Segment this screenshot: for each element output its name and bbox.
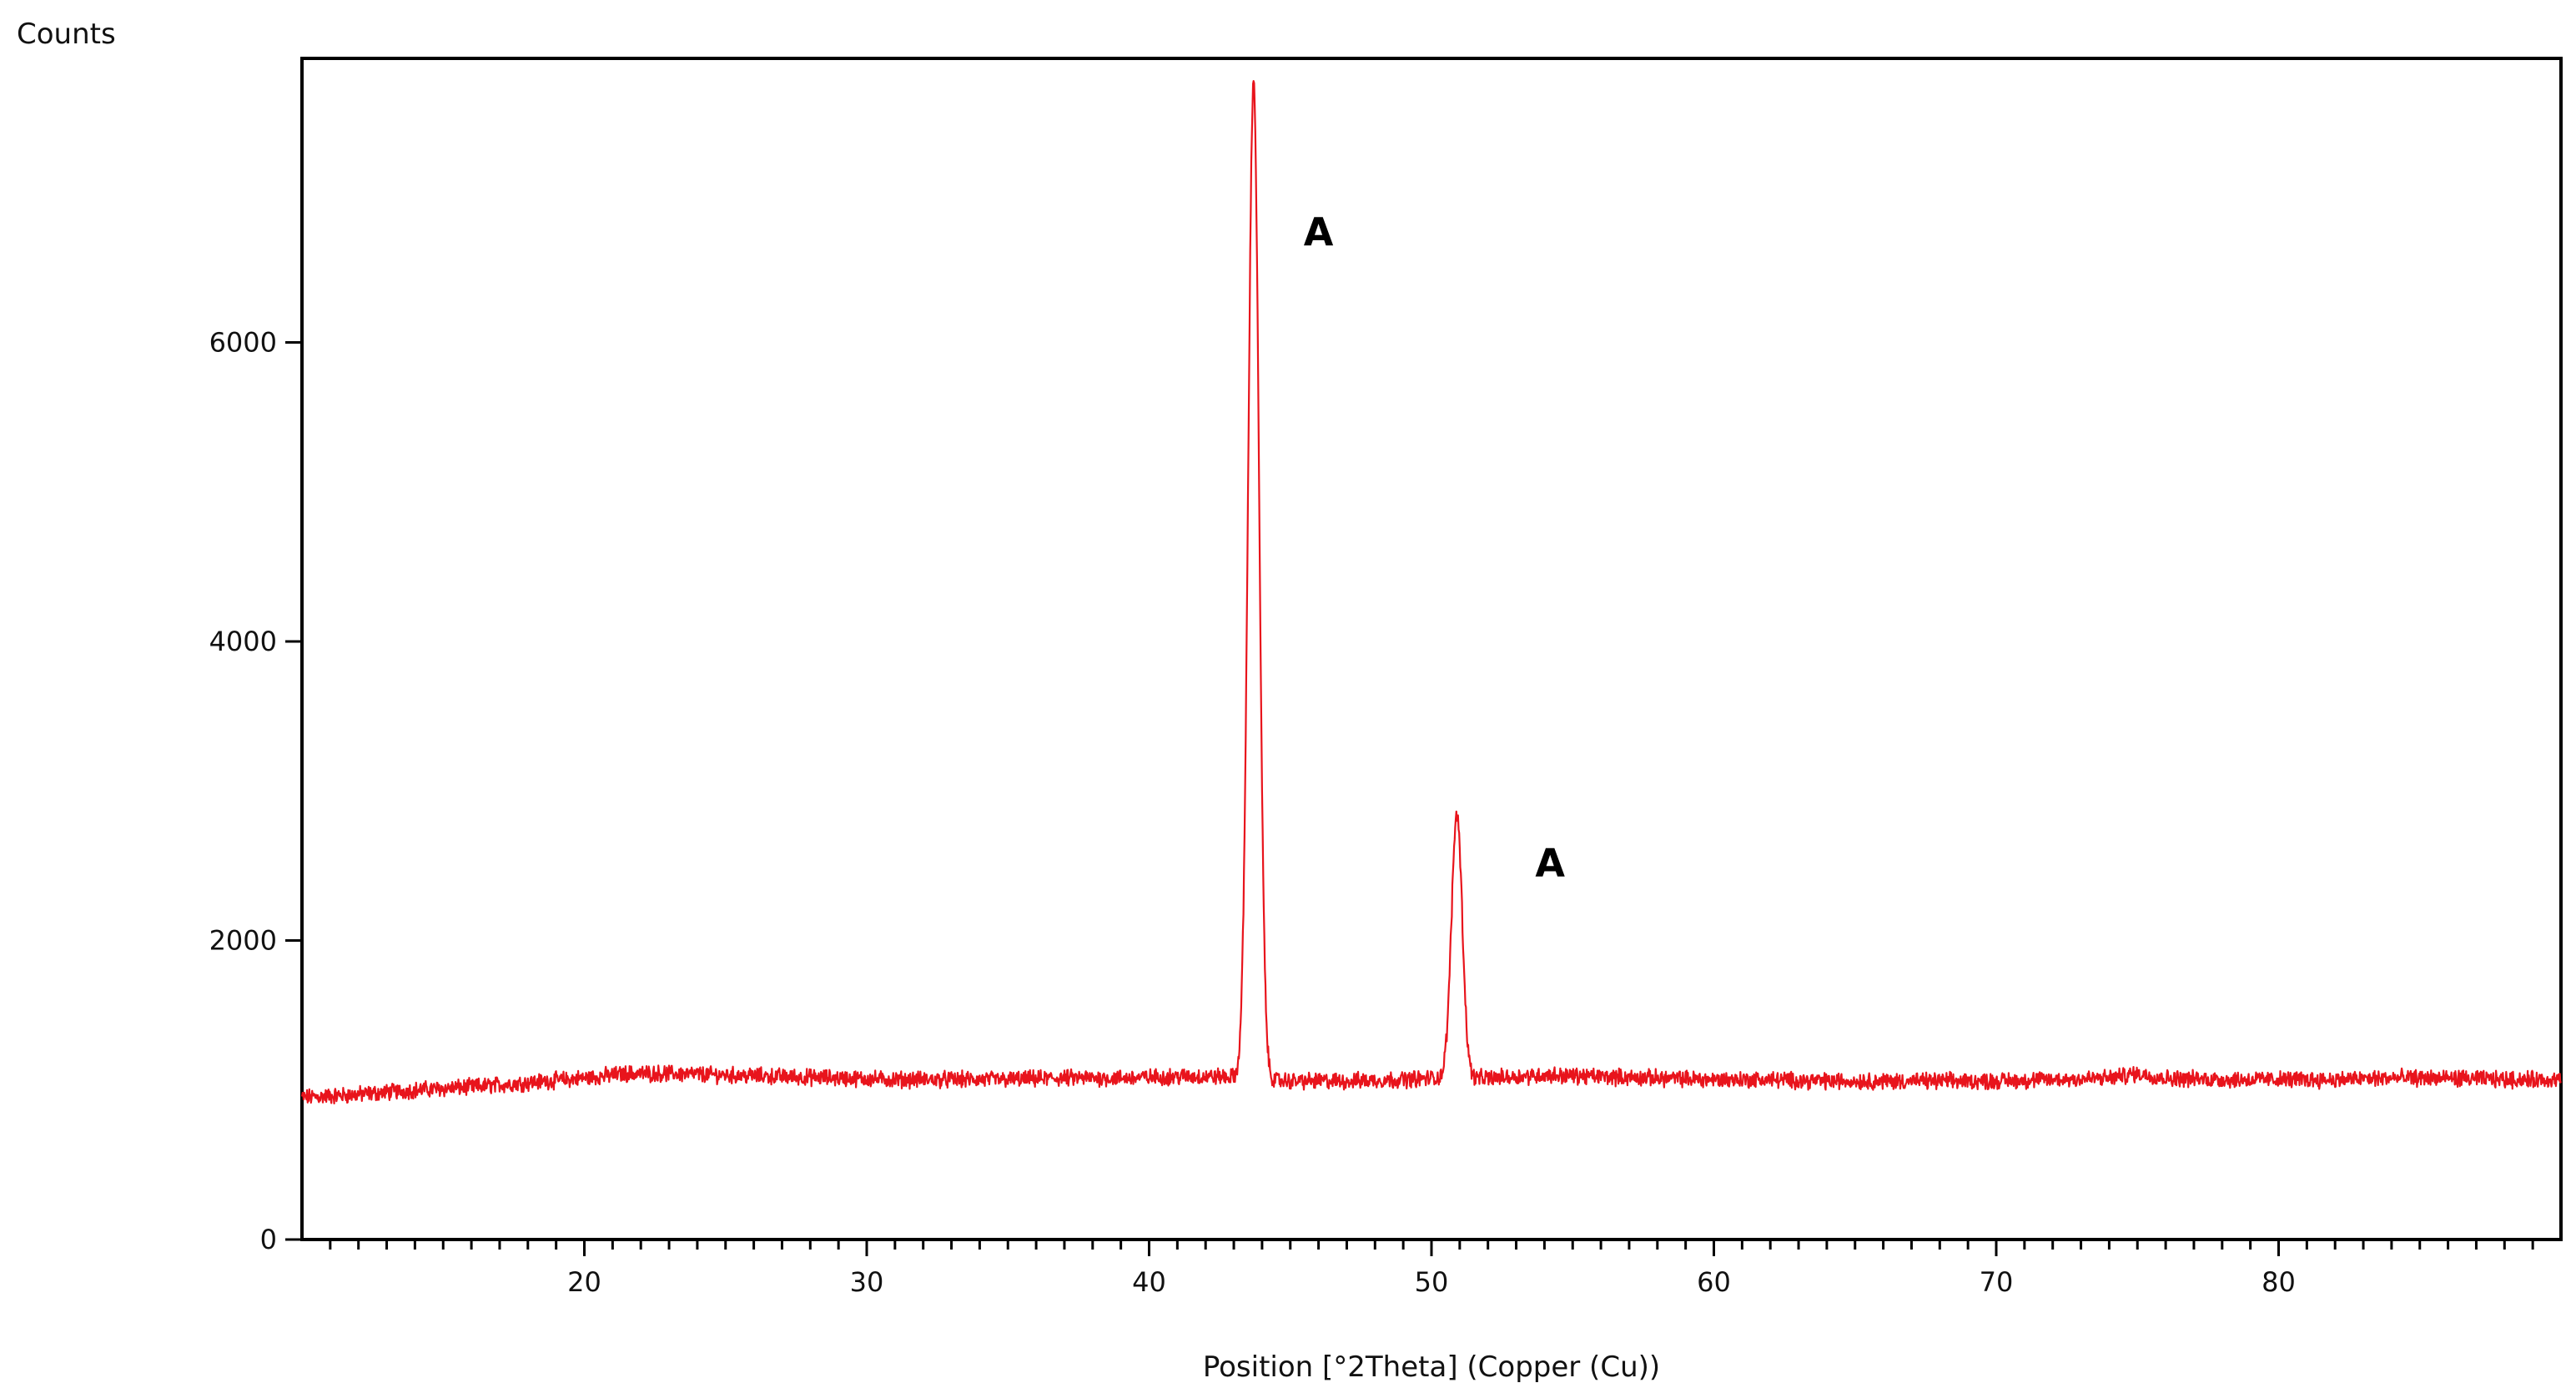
tick-labels: 20 30 40 50 60 70 80 0 2000 4000 6000 bbox=[209, 327, 2296, 1298]
axis-ticks bbox=[285, 341, 2534, 1256]
y-axis-title: Counts bbox=[17, 18, 116, 51]
y-tick-label: 2000 bbox=[209, 925, 277, 957]
plot-area bbox=[300, 57, 2563, 1241]
y-tick-label: 6000 bbox=[209, 327, 277, 359]
x-tick-label: 50 bbox=[1415, 1266, 1449, 1298]
y-tick-label: 0 bbox=[260, 1224, 277, 1255]
x-tick-label: 30 bbox=[850, 1266, 884, 1298]
x-tick-label: 40 bbox=[1132, 1266, 1166, 1298]
peak-annotations: AA bbox=[1304, 209, 1566, 885]
x-tick-label: 70 bbox=[1980, 1266, 2014, 1298]
x-tick-label: 60 bbox=[1697, 1266, 1731, 1298]
peak-label: A bbox=[1304, 209, 1334, 254]
x-axis-title: Position [°2Theta] (Copper (Cu)) bbox=[1203, 1350, 1660, 1384]
y-tick-label: 4000 bbox=[209, 626, 277, 657]
x-tick-label: 20 bbox=[567, 1266, 601, 1298]
x-tick-label: 80 bbox=[2262, 1266, 2296, 1298]
diffraction-trace bbox=[300, 79, 2562, 1105]
peak-label: A bbox=[1535, 840, 1565, 885]
